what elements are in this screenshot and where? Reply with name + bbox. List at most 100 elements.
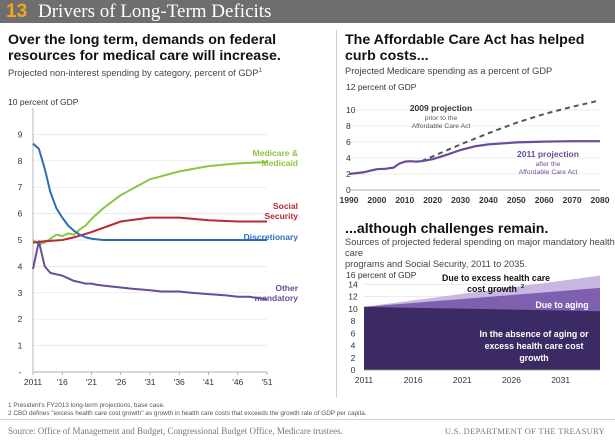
right-top-heading-line2: curb costs...	[345, 48, 429, 64]
series-line-2009-projection	[421, 99, 601, 163]
rb-x-tick: 2031	[551, 375, 570, 385]
page-title: Drivers of Long-Term Deficits	[38, 1, 272, 22]
rb-y-tick: 4	[351, 341, 356, 351]
right-top-heading-line1: The Affordable Care Act has helped	[345, 32, 585, 48]
rt-y-tick: 6	[346, 137, 351, 147]
left-heading-line1: Over the long term, demands on federal	[8, 32, 277, 48]
series-line-medicare-medicaid	[32, 161, 268, 245]
footnote-2: 2 CBO defines "excess health care cost g…	[8, 410, 367, 417]
rt-y-tick: 4	[346, 153, 351, 163]
series-label-discretionary: Discretionary	[244, 232, 299, 242]
left-y-tick: 1	[18, 341, 23, 351]
series-label-other-mandatory-2: mandatory	[255, 293, 299, 303]
left-y-tick: 4	[18, 261, 23, 271]
left-heading: Over the long term, demands on federal r…	[8, 32, 281, 64]
left-x-tick: '21	[86, 377, 97, 387]
rt-y-tick: 0	[346, 185, 351, 195]
left-y-tick: 3	[18, 288, 23, 298]
rt-y-axis-title: 12 percent of GDP	[346, 82, 417, 92]
right-bottom-subtitle-line2: programs and Social Security, 2011 to 20…	[345, 259, 528, 269]
left-x-tick: '26	[115, 377, 126, 387]
rt-x-tick: 2050	[507, 195, 526, 205]
rb-x-tick: 2016	[404, 375, 423, 385]
right-bottom-subtitle: Sources of projected federal spending on…	[345, 237, 615, 270]
rb-y-tick: 0	[351, 365, 356, 375]
label-excess-cost-2: cost growth	[467, 284, 517, 294]
rt-x-tick: 2060	[535, 195, 554, 205]
left-subtitle-text: Projected non-interest spending by categ…	[8, 68, 259, 79]
left-y-tick: 6	[18, 209, 23, 219]
label-2011-sub2: Affordable Care Act	[519, 169, 578, 176]
rt-x-tick: 2070	[563, 195, 582, 205]
left-x-tick: 2011	[24, 377, 43, 387]
left-y-tick: 5	[18, 235, 23, 245]
rb-y-tick: 14	[348, 279, 358, 289]
rb-y-axis-title: 16 percent of GDP	[346, 270, 417, 280]
series-label-social-security: Social	[273, 201, 298, 211]
department-name: U.S. DEPARTMENT OF THE TREASURY	[444, 426, 605, 436]
label-excess-cost-sup: 2	[521, 284, 524, 290]
series-label-medicare-medicaid-2: Medicaid	[262, 158, 298, 168]
series-line-2011-projection	[348, 140, 600, 176]
left-y-tick: 8	[18, 156, 23, 166]
right-top-subtitle: Projected Medicare spending as a percent…	[345, 66, 553, 76]
left-x-tick: '51	[261, 377, 272, 387]
rt-x-tick: 2020	[423, 195, 442, 205]
label-baseline-1: In the absence of aging or	[480, 329, 590, 339]
left-y-tick: 7	[18, 182, 23, 192]
left-heading-line2: resources for medical care will increase…	[8, 48, 281, 64]
series-line-social-security	[32, 216, 267, 244]
rb-y-tick: 6	[351, 328, 356, 338]
rt-y-tick: 2	[346, 169, 351, 179]
series-label-social-security-2: Security	[264, 211, 298, 221]
rb-x-tick: 2026	[502, 375, 521, 385]
left-y-tick: -	[19, 367, 22, 377]
left-x-tick: '31	[144, 377, 155, 387]
right-top-heading: The Affordable Care Act has helped curb …	[345, 32, 584, 64]
label-baseline-3: growth	[519, 353, 548, 363]
rb-y-tick: 2	[351, 353, 356, 363]
rb-y-tick: 10	[348, 304, 358, 314]
panel-divider	[336, 30, 337, 398]
rt-x-tick: 2000	[367, 195, 386, 205]
label-2009-projection: 2009 projection	[410, 103, 472, 113]
left-subtitle: Projected non-interest spending by categ…	[8, 66, 262, 79]
label-2009-sub2: Affordable Care Act	[412, 123, 471, 130]
rb-y-tick: 8	[351, 316, 356, 326]
chart-number: 13	[6, 1, 28, 22]
label-excess-cost-1: Due to excess health care	[442, 273, 550, 283]
label-2011-projection: 2011 projection	[517, 149, 579, 159]
series-line-discretionary	[32, 142, 267, 241]
rb-y-tick: 12	[348, 292, 358, 302]
series-label-other-mandatory: Other	[275, 283, 298, 293]
area-in-the-absence-of-aging-or-excess-health-care-cost-growth	[364, 306, 600, 370]
label-due-to-aging: Due to aging	[535, 300, 588, 310]
series-label-medicare-medicaid: Medicare &	[253, 148, 298, 158]
rb-x-tick: 2021	[453, 375, 472, 385]
rt-x-tick: 2010	[395, 195, 414, 205]
header-bar: 13 Drivers of Long-Term Deficits	[0, 0, 615, 23]
rt-y-tick: 10	[346, 105, 356, 115]
right-bottom-heading: ...although challenges remain.	[345, 221, 549, 237]
left-x-tick: '46	[232, 377, 243, 387]
left-x-tick: '16	[57, 377, 68, 387]
left-x-tick: '36	[174, 377, 185, 387]
rt-x-tick: 1990	[340, 195, 359, 205]
right-bottom-subtitle-line1: Sources of projected federal spending on…	[345, 237, 615, 258]
source-note: Source: Office of Management and Budget,…	[8, 426, 343, 436]
rt-x-tick: 2030	[451, 195, 470, 205]
rt-y-tick: 8	[346, 121, 351, 131]
left-y-tick: 2	[18, 314, 23, 324]
label-2011-sub1: after the	[536, 161, 561, 168]
series-line-other-mandatory	[32, 240, 268, 301]
rt-x-tick: 2040	[479, 195, 498, 205]
left-y-axis-title: 10 percent of GDP	[8, 97, 79, 107]
left-y-tick: 9	[18, 129, 23, 139]
rt-x-tick: 2080	[591, 195, 610, 205]
rb-x-tick: 2011	[355, 375, 374, 385]
label-2009-sub1: prior to the	[425, 115, 458, 122]
label-baseline-2: excess health care cost	[485, 341, 584, 351]
left-subtitle-sup: 1	[258, 68, 262, 74]
